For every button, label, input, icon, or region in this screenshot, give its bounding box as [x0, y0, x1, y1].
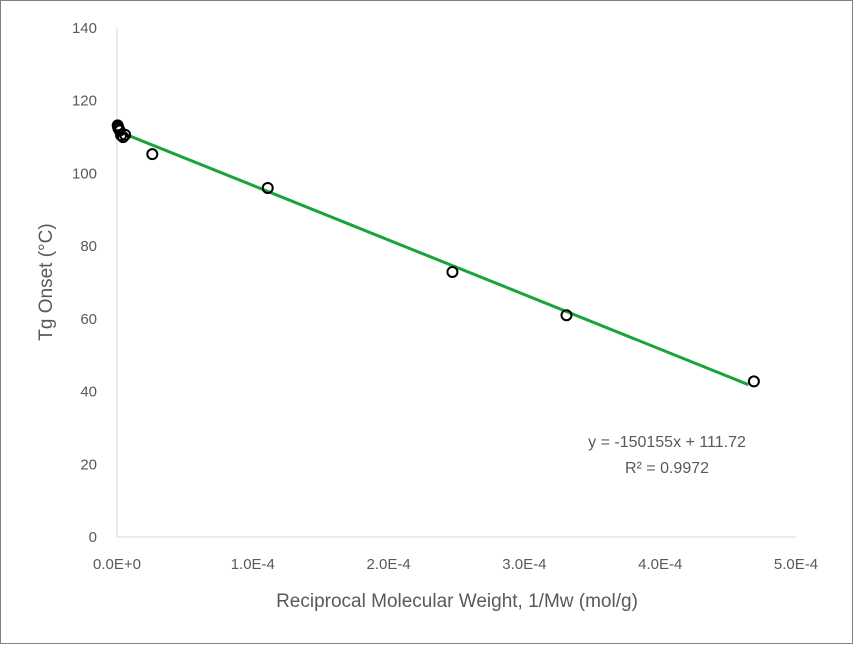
y-tick-label: 120 [72, 93, 97, 110]
data-point [560, 309, 573, 322]
y-axis-ticks: 0 20 40 60 80 100 120 140 [72, 20, 97, 546]
data-point [747, 375, 760, 388]
trendline-equation: y = -150155x + 111.72 [588, 434, 746, 451]
data-point [261, 181, 274, 194]
x-tick-label: 4.0E-4 [638, 556, 682, 573]
data-point [446, 265, 459, 278]
x-tick-label: 3.0E-4 [502, 556, 546, 573]
y-tick-label: 40 [80, 384, 97, 401]
x-axis-ticks: 0.0E+0 1.0E-4 2.0E-4 3.0E-4 4.0E-4 5.0E-4 [93, 556, 818, 573]
data-point [117, 131, 130, 144]
x-tick-label: 2.0E-4 [366, 556, 410, 573]
x-axis-title: Reciprocal Molecular Weight, 1/Mw (mol/g… [276, 591, 638, 612]
y-tick-label: 140 [72, 20, 97, 37]
data-point [115, 129, 128, 142]
x-tick-label: 5.0E-4 [774, 556, 818, 573]
x-tick-label: 1.0E-4 [231, 556, 275, 573]
data-point [119, 128, 132, 141]
y-tick-label: 20 [80, 456, 97, 473]
y-tick-label: 60 [80, 311, 97, 328]
data-point [146, 148, 159, 161]
y-tick-label: 100 [72, 165, 97, 182]
data-points [111, 119, 760, 388]
y-tick-label: 0 [89, 529, 97, 546]
x-tick-label: 0.0E+0 [93, 556, 141, 573]
y-tick-label: 80 [80, 238, 97, 255]
trendline [116, 129, 750, 387]
y-axis-title: Tg Onset (°C) [36, 223, 57, 340]
trendline-r-squared: R² = 0.9972 [625, 460, 709, 477]
